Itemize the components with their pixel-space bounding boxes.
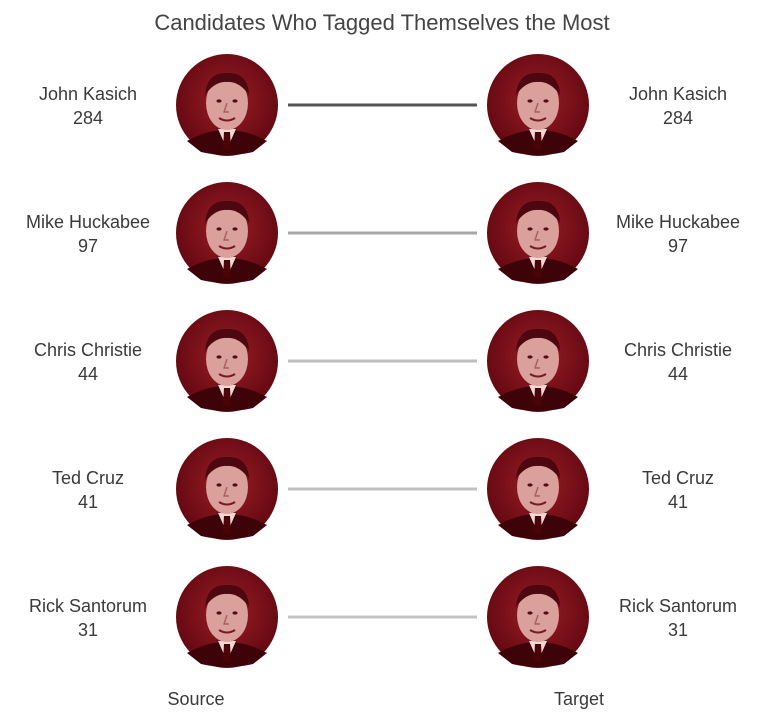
target-name-1: Mike Huckabee	[616, 212, 740, 232]
chart-title: Candidates Who Tagged Themselves the Mos…	[154, 10, 609, 35]
target-name-4: Rick Santorum	[619, 596, 737, 616]
target-value-0: 284	[663, 108, 693, 128]
source-value-3: 41	[78, 492, 98, 512]
target-value-3: 41	[668, 492, 688, 512]
target-portrait-3	[487, 438, 589, 540]
source-value-1: 97	[78, 236, 98, 256]
target-portrait-2	[487, 310, 589, 412]
source-value-4: 31	[78, 620, 98, 640]
source-value-2: 44	[78, 364, 98, 384]
target-portrait-1	[487, 182, 589, 284]
target-value-2: 44	[668, 364, 688, 384]
source-name-3: Ted Cruz	[52, 468, 124, 488]
links-layer	[288, 103, 477, 619]
source-portrait-0	[176, 54, 278, 156]
source-portrait-2	[176, 310, 278, 412]
source-value-0: 284	[73, 108, 103, 128]
nodes-layer: John Kasich 284 John Kasich 284 Mike Huckabe…	[26, 54, 740, 668]
source-portrait-4	[176, 566, 278, 668]
source-name-4: Rick Santorum	[29, 596, 147, 616]
target-name-0: John Kasich	[629, 84, 727, 104]
source-portrait-1	[176, 182, 278, 284]
source-name-2: Chris Christie	[34, 340, 142, 360]
target-label: Target	[554, 689, 604, 709]
target-name-2: Chris Christie	[624, 340, 732, 360]
target-value-4: 31	[668, 620, 688, 640]
target-portrait-0	[487, 54, 589, 156]
source-portrait-3	[176, 438, 278, 540]
source-label: Source	[167, 689, 224, 709]
target-value-1: 97	[668, 236, 688, 256]
source-name-0: John Kasich	[39, 84, 137, 104]
source-name-1: Mike Huckabee	[26, 212, 150, 232]
target-name-3: Ted Cruz	[642, 468, 714, 488]
target-portrait-4	[487, 566, 589, 668]
